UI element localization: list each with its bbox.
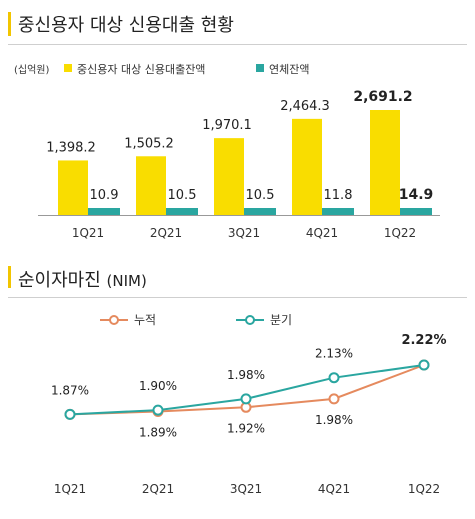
data-label-quarterly: 2.22% [401,333,446,348]
data-label-balance: 2,691.2 [353,89,412,105]
bar-overdue [166,208,198,215]
data-label-balance: 1,505.2 [124,136,174,151]
bar-balance [58,160,88,215]
data-label-quarterly: 2.13% [315,347,353,361]
legend-label-overdue: 연체잔액 [269,63,309,76]
bar-balance [292,118,322,215]
data-label-quarterly: 1.98% [227,368,265,382]
legend-swatch-balance [64,64,72,72]
nim-chart-title: 순이자마진 (NIM) [18,266,147,292]
title-accent-bar [8,266,11,288]
x-tick-label: 1Q22 [408,482,440,496]
bar-overdue [88,208,120,215]
point-quarterly [328,372,340,384]
data-label-overdue: 10.9 [90,188,119,203]
loan-chart-title: 중신용자 대상 신용대출 현황 [18,15,234,36]
legend-label-quarterly: 분기 [270,313,292,327]
loan-bar-chart: (십억원) 중신용자 대상 신용대출잔액 연체잔액 1,398.2 10.9 1Q21 1,… [14,63,440,240]
title-divider [8,44,467,45]
legend-swatch-overdue [256,64,264,72]
bar-overdue [400,208,432,215]
loan-chart-panel: 중신용자 대상 신용대출 현황 (십억원) 중신용자 대상 신용대출잔액 연체잔액 1… [8,12,467,240]
nim-line-chart: 누적 분기 1.87% 1Q21 1.90% 1.89% 2Q21 1.98% 1.92% 3Q2… [51,313,447,496]
data-label-overdue: 10.5 [246,188,275,203]
data-label-quarterly: 1.90% [139,379,177,393]
data-label-cumulative: 1.98% [315,413,353,427]
legend-marker-quarterly [245,315,255,325]
bar-overdue [244,208,276,215]
title-accent-bar [8,12,11,36]
point-quarterly [152,404,164,416]
data-label-quarterly: 1.87% [51,383,89,397]
data-label-cumulative: 1.92% [227,421,265,435]
x-tick-label: 2Q21 [150,226,182,240]
bar-balance [214,138,244,215]
point-cumulative [328,393,340,405]
nim-title-suffix: (NIM) [106,272,147,290]
data-label-balance: 2,464.3 [280,99,330,114]
legend-label-balance: 중신용자 대상 신용대출잔액 [77,63,205,76]
legend-marker-cumulative [109,315,119,325]
legend-label-cumulative: 누적 [134,313,156,327]
nim-chart-panel: 순이자마진 (NIM) 누적 분기 1.87% 1Q21 1.90% 1.89% 2Q21 1… [0,262,475,519]
point-quarterly [64,408,76,420]
x-tick-label: 3Q21 [230,482,262,496]
nim-title-main: 순이자마진 [18,270,101,291]
bar-overdue [322,208,354,215]
title-divider [8,297,467,298]
x-tick-label: 4Q21 [318,482,350,496]
x-tick-label: 3Q21 [228,226,260,240]
unit-label: (십억원) [14,64,50,76]
point-quarterly [418,359,430,371]
x-tick-label: 2Q21 [142,482,174,496]
x-tick-label: 1Q21 [72,226,104,240]
x-tick-label: 1Q22 [384,226,416,240]
data-label-overdue: 11.8 [324,188,353,203]
data-label-overdue: 10.5 [168,188,197,203]
x-tick-label: 1Q21 [54,482,86,496]
data-label-balance: 1,970.1 [202,118,252,133]
data-label-overdue: 14.9 [399,187,434,203]
x-tick-label: 4Q21 [306,226,338,240]
data-label-cumulative: 1.89% [139,426,177,440]
bar-balance [136,156,166,215]
bar-balance [370,110,400,215]
data-label-balance: 1,398.2 [46,140,96,155]
point-quarterly [240,393,252,405]
